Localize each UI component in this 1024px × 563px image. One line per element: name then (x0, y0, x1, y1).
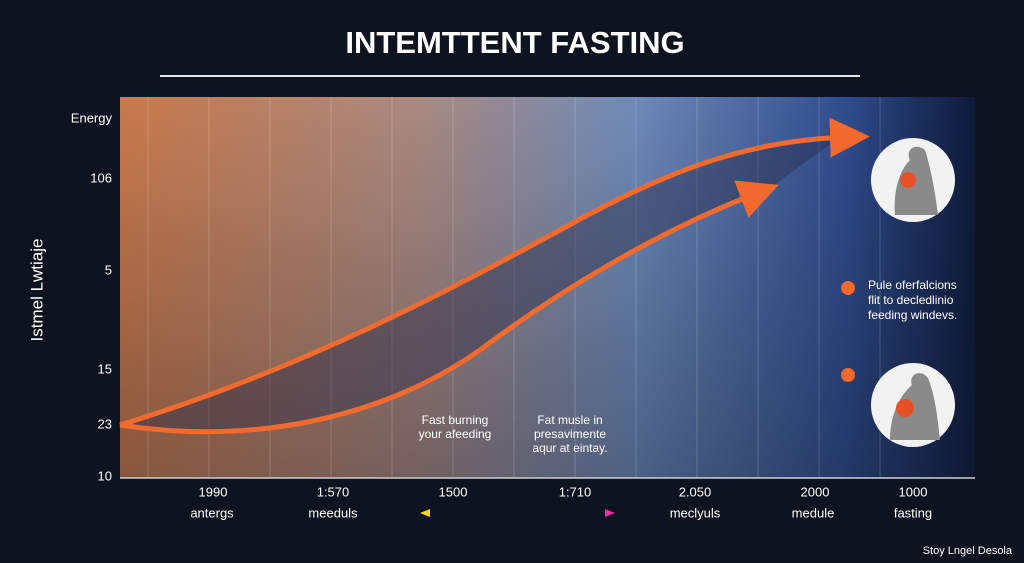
glove (896, 399, 914, 417)
lower-curve (119, 180, 779, 435)
bullet (841, 368, 855, 382)
y-label: 15 (98, 361, 112, 376)
annotation: your afeeding (419, 427, 492, 441)
x-label: 1:710 (559, 484, 592, 499)
x-label: 1000 (899, 484, 928, 499)
footer: Stoy Lngel Desola (923, 545, 1013, 557)
upper-curve (119, 117, 870, 428)
annotation: Fat musle in (537, 413, 602, 427)
x-label: 2.050 (679, 484, 712, 499)
figure (890, 373, 940, 440)
y-label: 23 (98, 416, 112, 431)
annotation: presavimente (534, 427, 606, 441)
x-sublabel: medule (792, 505, 835, 520)
y-axis-title: Istmel Lwtiaje (27, 239, 46, 342)
figure (894, 146, 938, 215)
x-sublabel: meclyuls (670, 505, 721, 520)
y-label: 10 (98, 468, 112, 483)
side-note: feeding windevs. (868, 308, 957, 322)
side-note: Pule oferfalcions (868, 278, 957, 292)
x-sublabel: antergs (190, 505, 234, 520)
y-label: Energy (71, 110, 113, 125)
annotation: Fast burning (422, 413, 489, 427)
x-label: 1990 (199, 484, 228, 499)
side-note: flit to decledlinio (868, 293, 954, 307)
band (120, 137, 840, 432)
range-arrow-left (420, 509, 430, 517)
x-sublabel: fasting (894, 505, 932, 520)
glove (900, 172, 916, 188)
bullet (841, 281, 855, 295)
range-arrow-right (605, 509, 615, 517)
x-label: 1500 (439, 484, 468, 499)
y-label: 5 (105, 262, 112, 277)
x-label: 2000 (801, 484, 830, 499)
x-sublabel: meeduls (308, 505, 358, 520)
plot-shade (120, 97, 975, 478)
y-label: 106 (90, 170, 112, 185)
x-label: 1:570 (317, 484, 350, 499)
title: INTEMTTENT FASTING (345, 25, 684, 60)
annotation: aqur at eintay. (532, 441, 607, 455)
